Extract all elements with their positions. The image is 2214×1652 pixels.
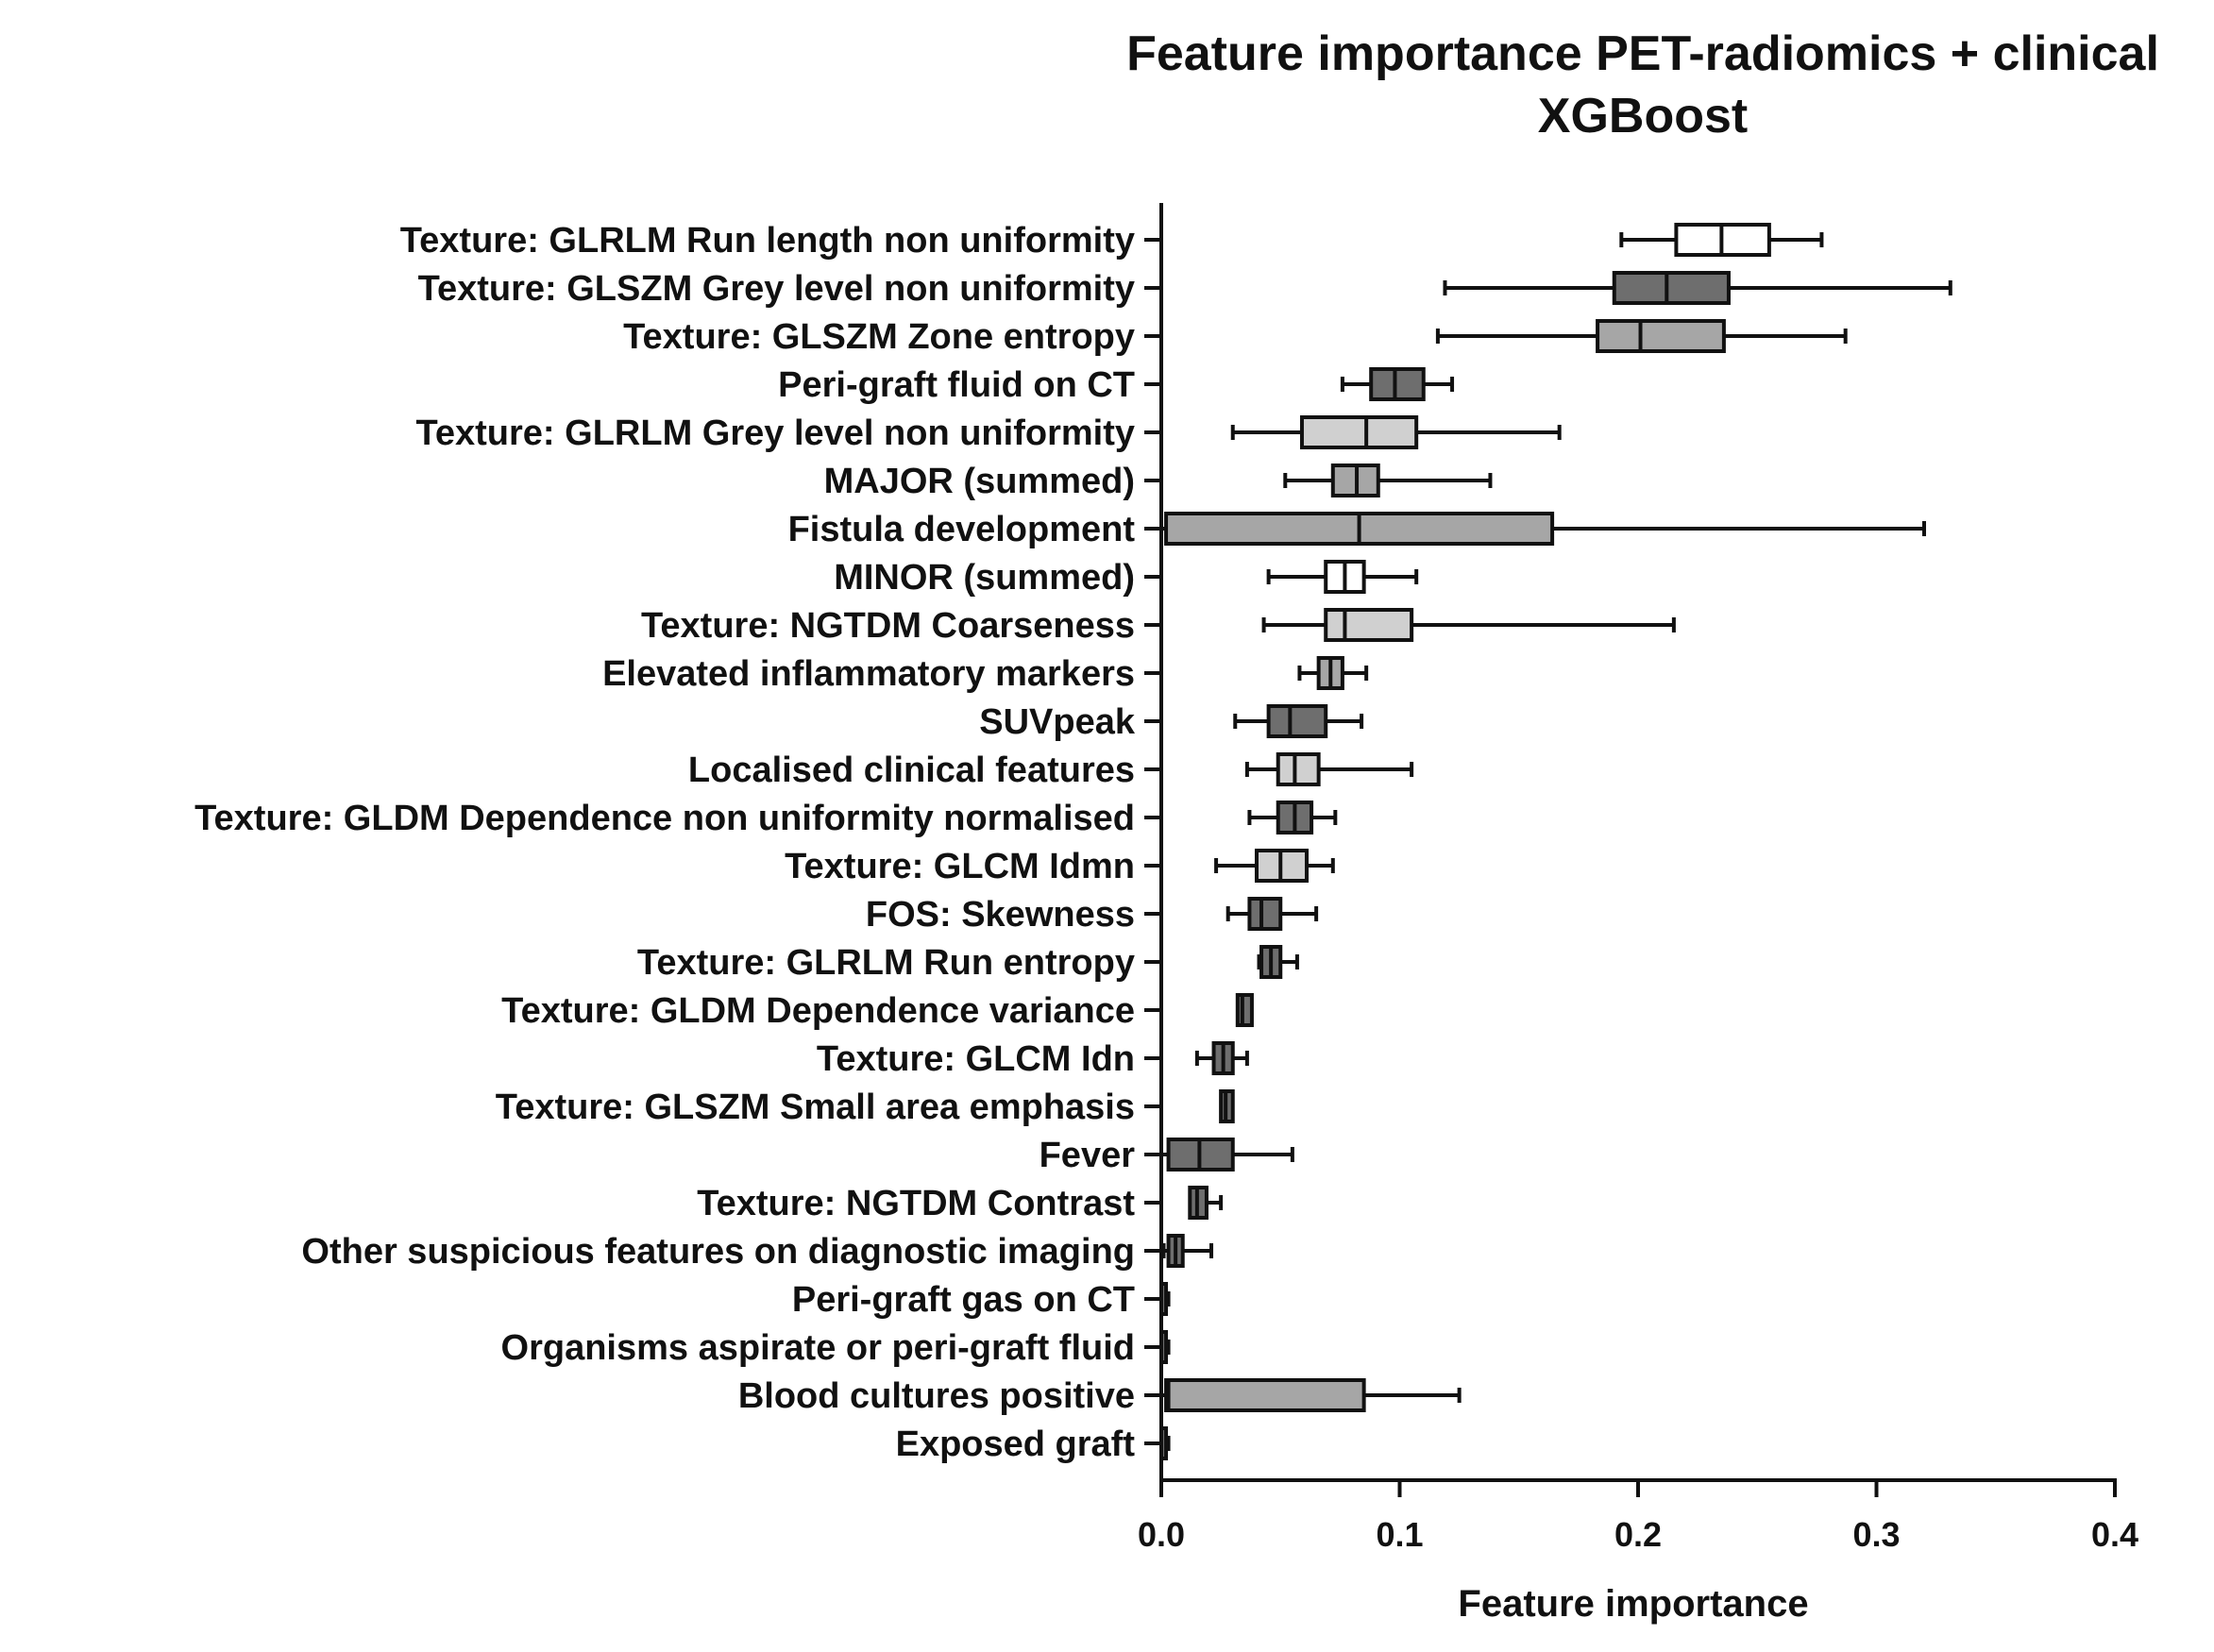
category-label: Texture: NGTDM Coarseness bbox=[641, 606, 1135, 646]
box-row: Texture: GLCM Idmn bbox=[785, 847, 1335, 886]
box-row: Blood cultures positive bbox=[738, 1376, 1462, 1416]
category-label: Peri-graft fluid on CT bbox=[778, 365, 1135, 405]
chart-title-line-2: XGBoost bbox=[1538, 89, 1748, 143]
category-label: Texture: GLRLM Grey level non uniformity bbox=[415, 413, 1135, 453]
category-label: Fever bbox=[1039, 1136, 1136, 1175]
x-tick-label: 0.4 bbox=[2091, 1515, 2138, 1554]
category-label: Fistula development bbox=[788, 510, 1136, 549]
category-label: SUVpeak bbox=[979, 702, 1136, 742]
box-row: Texture: GLRLM Run entropy bbox=[637, 943, 1299, 983]
box-row: Texture: GLRLM Run length non uniformity bbox=[400, 221, 1824, 261]
category-label: Other suspicious features on diagnostic … bbox=[301, 1232, 1135, 1272]
category-label: FOS: Skewness bbox=[866, 895, 1135, 935]
box-row: Texture: NGTDM Coarseness bbox=[641, 606, 1676, 646]
category-label: Texture: GLCM Idn bbox=[817, 1039, 1135, 1079]
box-row: Fistula development bbox=[788, 510, 1926, 549]
box-row: Exposed graft bbox=[896, 1424, 1171, 1464]
plot-area: 0.0 0.1 0.2 0.3 0.4 Texture: GLRLM Run length… bbox=[194, 203, 2138, 1554]
box-iqr bbox=[1299, 415, 1419, 449]
category-label: Texture: GLDM Dependence variance bbox=[501, 991, 1135, 1031]
category-label: Localised clinical features bbox=[688, 750, 1135, 790]
box-iqr bbox=[1164, 1378, 1366, 1412]
chart-title: Feature importance PET-radiomics + clini… bbox=[1126, 26, 2159, 143]
category-label: Texture: NGTDM Contrast bbox=[697, 1184, 1135, 1223]
category-label: Texture: GLSZM Zone entropy bbox=[623, 317, 1135, 357]
x-axis-title: Feature importance bbox=[1458, 1583, 1808, 1625]
box-iqr bbox=[1276, 752, 1321, 786]
category-label: Blood cultures positive bbox=[738, 1376, 1135, 1416]
box-iqr bbox=[1266, 704, 1328, 738]
category-label: Texture: GLRLM Run entropy bbox=[637, 943, 1135, 983]
category-label: Texture: GLDM Dependence non uniformity … bbox=[194, 799, 1135, 838]
box-row: Texture: GLRLM Grey level non uniformity bbox=[415, 413, 1562, 453]
category-label: Organisms aspirate or peri-graft fluid bbox=[501, 1328, 1135, 1368]
box-iqr bbox=[1612, 271, 1731, 305]
box-row: Texture: GLDM Dependence non uniformity … bbox=[194, 799, 1338, 838]
box-row: Peri-graft gas on CT bbox=[792, 1280, 1171, 1320]
category-label: Texture: GLSZM Small area emphasis bbox=[496, 1087, 1135, 1127]
box-row: Texture: NGTDM Contrast bbox=[697, 1184, 1224, 1223]
box-row: Other suspicious features on diagnostic … bbox=[301, 1232, 1214, 1272]
chart-title-line-1: Feature importance PET-radiomics + clini… bbox=[1126, 26, 2159, 81]
box-row: FOS: Skewness bbox=[866, 895, 1319, 935]
box-row: SUVpeak bbox=[979, 702, 1364, 742]
box-row: MINOR (summed) bbox=[834, 558, 1419, 598]
box-row: Fever bbox=[1039, 1136, 1294, 1175]
box-iqr bbox=[1235, 993, 1254, 1027]
category-label: MINOR (summed) bbox=[834, 558, 1135, 598]
box-row: Texture: GLSZM Grey level non uniformity bbox=[418, 269, 1952, 309]
box-row: Texture: GLSZM Small area emphasis bbox=[496, 1087, 1235, 1127]
box-row: Texture: GLDM Dependence variance bbox=[501, 991, 1254, 1031]
x-tick-label: 0.0 bbox=[1138, 1515, 1185, 1554]
box-iqr bbox=[1596, 319, 1726, 353]
box-row: Organisms aspirate or peri-graft fluid bbox=[501, 1328, 1171, 1368]
x-tick-label: 0.3 bbox=[1852, 1515, 1900, 1554]
box-row: Texture: GLCM Idn bbox=[817, 1039, 1249, 1079]
category-label: MAJOR (summed) bbox=[824, 462, 1135, 501]
box-row: Localised clinical features bbox=[688, 750, 1414, 790]
category-label: Peri-graft gas on CT bbox=[792, 1280, 1135, 1320]
box-row: MAJOR (summed) bbox=[824, 462, 1493, 501]
category-label: Elevated inflammatory markers bbox=[602, 654, 1135, 694]
x-tick-label: 0.1 bbox=[1376, 1515, 1423, 1554]
category-label: Texture: GLSZM Grey level non uniformity bbox=[418, 269, 1135, 309]
box-iqr bbox=[1247, 897, 1283, 931]
category-label: Exposed graft bbox=[896, 1424, 1136, 1464]
box-iqr bbox=[1324, 608, 1414, 642]
category-label: Texture: GLCM Idmn bbox=[785, 847, 1135, 886]
box-row: Texture: GLSZM Zone entropy bbox=[623, 317, 1848, 357]
x-tick-label: 0.2 bbox=[1614, 1515, 1662, 1554]
box-row: Peri-graft fluid on CT bbox=[778, 365, 1455, 405]
category-label: Texture: GLRLM Run length non uniformity bbox=[400, 221, 1135, 261]
box-row: Elevated inflammatory markers bbox=[602, 654, 1369, 694]
box-iqr bbox=[1369, 367, 1426, 401]
